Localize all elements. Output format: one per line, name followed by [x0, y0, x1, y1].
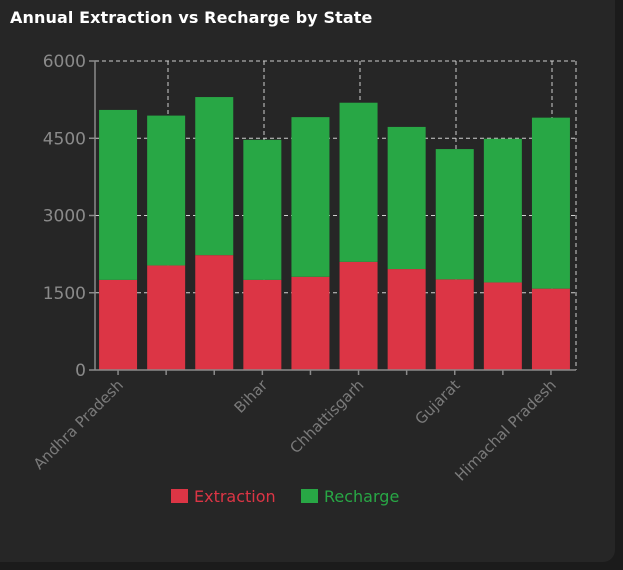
bar-extraction: [483, 282, 522, 370]
bar-recharge: [387, 126, 426, 270]
bar-recharge: [147, 115, 186, 266]
bar-recharge: [339, 102, 378, 262]
bar-recharge: [195, 97, 234, 256]
bar-extraction: [99, 279, 138, 370]
x-tick-label: Himachal Pradesh: [451, 376, 559, 484]
bar-recharge: [99, 109, 138, 280]
legend-swatch-extraction: [171, 489, 188, 503]
bar-extraction: [435, 279, 474, 370]
y-tick-label: 4500: [43, 129, 86, 149]
bar-recharge: [243, 139, 282, 280]
bar-extraction: [195, 255, 234, 370]
x-tick-label: Gujarat: [411, 376, 463, 428]
y-tick-label: 1500: [43, 284, 86, 304]
bar-recharge: [291, 117, 330, 277]
bar-extraction: [339, 261, 378, 370]
legend-label-recharge: Recharge: [324, 487, 399, 506]
bar-extraction: [387, 269, 426, 370]
chart-card: Annual Extraction vs Recharge by State 0…: [0, 0, 615, 562]
y-tick-label: 0: [75, 361, 86, 381]
bar-extraction: [531, 288, 570, 370]
y-tick-label: 6000: [43, 52, 86, 72]
bar-recharge: [435, 149, 474, 280]
bar-extraction: [291, 276, 330, 370]
bar-extraction: [243, 279, 282, 370]
x-tick-label: Andhra Pradesh: [30, 376, 127, 473]
x-tick-label: Chhattisgarh: [286, 376, 367, 457]
y-tick-label: 3000: [43, 207, 86, 227]
legend-swatch-recharge: [301, 489, 318, 503]
bar-recharge: [483, 138, 522, 283]
legend-label-extraction: Extraction: [194, 487, 276, 506]
chart-title: Annual Extraction vs Recharge by State: [10, 8, 373, 27]
x-tick-label: Bihar: [231, 376, 272, 417]
bar-recharge: [531, 117, 570, 289]
bar-extraction: [147, 265, 186, 370]
